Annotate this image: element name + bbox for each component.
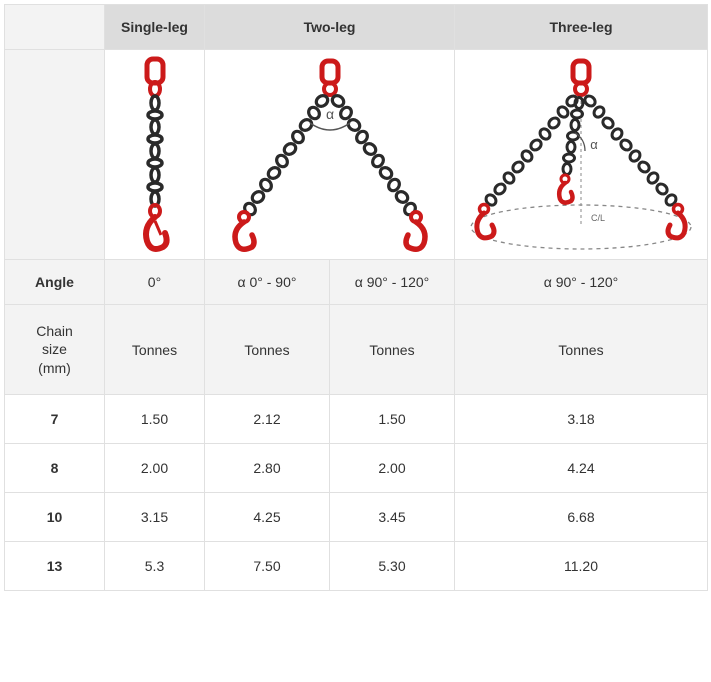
value-two_a: 2.80 <box>205 444 330 493</box>
chain-size: 13 <box>5 542 105 591</box>
units-label: Chain size (mm) <box>5 305 105 395</box>
value-three: 11.20 <box>455 542 708 591</box>
alpha-label: α <box>325 106 333 122</box>
diagram-three-leg: C/L <box>455 50 708 260</box>
table-row: 82.002.802.004.24 <box>5 444 708 493</box>
angle-two-a: α 0° - 90° <box>205 260 330 305</box>
cl-label: C/L <box>591 213 605 223</box>
header-blank <box>5 5 105 50</box>
diagram-two-leg: α <box>205 50 455 260</box>
value-single: 3.15 <box>105 493 205 542</box>
units-three: Tonnes <box>455 305 708 395</box>
value-single: 2.00 <box>105 444 205 493</box>
units-two-b: Tonnes <box>330 305 455 395</box>
table-row: 103.154.253.456.68 <box>5 493 708 542</box>
chain-size: 7 <box>5 395 105 444</box>
value-two_b: 1.50 <box>330 395 455 444</box>
table-row: 71.502.121.503.18 <box>5 395 708 444</box>
header-two: Two-leg <box>205 5 455 50</box>
units-row: Chain size (mm) Tonnes Tonnes Tonnes Ton… <box>5 305 708 395</box>
value-three: 4.24 <box>455 444 708 493</box>
diagram-single-leg <box>105 50 205 260</box>
value-two_a: 2.12 <box>205 395 330 444</box>
units-single: Tonnes <box>105 305 205 395</box>
value-two_b: 2.00 <box>330 444 455 493</box>
value-three: 3.18 <box>455 395 708 444</box>
header-three: Three-leg <box>455 5 708 50</box>
angle-row: Angle 0° α 0° - 90° α 90° - 120° α 90° -… <box>5 260 708 305</box>
value-two_a: 7.50 <box>205 542 330 591</box>
diagram-row: α C/L <box>5 50 708 260</box>
chain-size: 8 <box>5 444 105 493</box>
angle-two-b: α 90° - 120° <box>330 260 455 305</box>
chain-size: 10 <box>5 493 105 542</box>
value-two_b: 5.30 <box>330 542 455 591</box>
diagram-blank <box>5 50 105 260</box>
angle-single: 0° <box>105 260 205 305</box>
header-single: Single-leg <box>105 5 205 50</box>
header-row: Single-leg Two-leg Three-leg <box>5 5 708 50</box>
value-single: 1.50 <box>105 395 205 444</box>
chain-sling-table: Single-leg Two-leg Three-leg <box>4 4 708 591</box>
table-row: 135.37.505.3011.20 <box>5 542 708 591</box>
value-two_a: 4.25 <box>205 493 330 542</box>
angle-label: Angle <box>5 260 105 305</box>
units-two-a: Tonnes <box>205 305 330 395</box>
angle-three: α 90° - 120° <box>455 260 708 305</box>
value-two_b: 3.45 <box>330 493 455 542</box>
value-single: 5.3 <box>105 542 205 591</box>
alpha-label-3: α <box>590 137 598 152</box>
value-three: 6.68 <box>455 493 708 542</box>
